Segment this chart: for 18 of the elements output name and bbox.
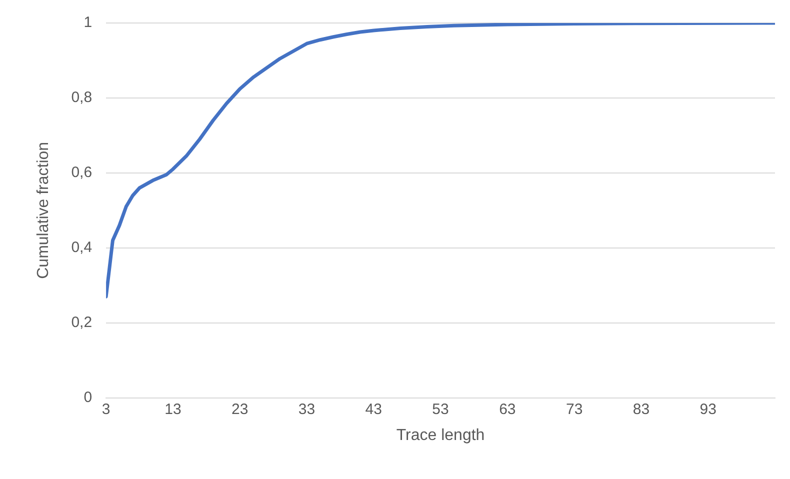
y-tick-label: 1: [84, 14, 92, 32]
x-tick-label: 33: [298, 400, 316, 418]
y-tick-label: 0,2: [71, 314, 92, 331]
y-tick-label: 0,6: [71, 164, 92, 182]
x-axis-title: Trace length: [396, 426, 485, 444]
x-tick-label: 53: [432, 400, 449, 418]
x-tick-label: 3: [102, 400, 110, 418]
y-tick-label: 0: [84, 388, 92, 406]
y-tick-label: 0,8: [71, 89, 92, 106]
x-tick-label: 63: [499, 400, 516, 418]
x-tick-label: 23: [232, 400, 248, 418]
x-tick-label: 73: [566, 400, 583, 418]
x-tick-label: 83: [632, 400, 650, 418]
x-tick-label: 93: [700, 400, 716, 418]
y-tick-label: 0,4: [71, 239, 92, 256]
x-tick-label: 13: [164, 400, 182, 418]
y-axis-title: Cumulative fraction: [35, 142, 52, 279]
x-tick-label: 43: [365, 400, 382, 418]
